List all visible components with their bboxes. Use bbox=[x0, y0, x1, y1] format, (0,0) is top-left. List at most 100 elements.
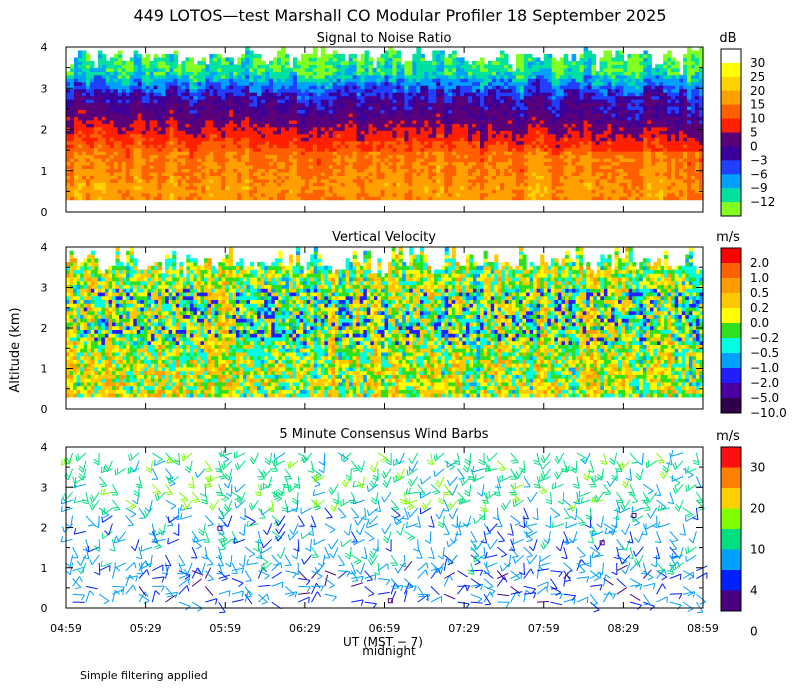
snr-cell bbox=[388, 60, 394, 65]
snr-cell bbox=[209, 175, 214, 180]
snr-cell bbox=[499, 60, 505, 65]
snr-cell bbox=[420, 57, 425, 62]
snr-cell bbox=[296, 85, 302, 90]
snr-cell bbox=[332, 88, 338, 93]
snr-cell bbox=[249, 154, 254, 159]
snr-cell bbox=[495, 182, 501, 187]
snr-cell bbox=[519, 109, 525, 114]
snr-cell bbox=[535, 71, 541, 76]
snr-cell bbox=[352, 185, 358, 190]
snr-cell bbox=[249, 57, 254, 62]
snr-cell bbox=[356, 102, 362, 107]
snr-cell bbox=[340, 112, 346, 117]
snr-cell bbox=[153, 85, 159, 90]
snr-cell bbox=[77, 164, 83, 170]
snr-cell bbox=[121, 130, 127, 135]
snr-cell bbox=[452, 119, 457, 124]
snr-cell bbox=[432, 95, 437, 100]
snr-cell bbox=[229, 130, 234, 135]
snr-cell bbox=[312, 74, 318, 79]
snr-cell bbox=[392, 109, 398, 114]
snr-cell bbox=[476, 175, 481, 180]
snr-cell bbox=[527, 158, 533, 163]
snr-cell bbox=[149, 133, 155, 138]
snr-cell bbox=[543, 109, 549, 114]
snr-cell bbox=[105, 74, 111, 79]
snr-cell bbox=[348, 74, 354, 79]
snr-cell bbox=[97, 175, 103, 180]
snr-cell bbox=[523, 105, 529, 111]
snr-cell bbox=[237, 123, 242, 128]
snr-cell bbox=[225, 105, 230, 111]
snr-cell bbox=[428, 151, 433, 156]
snr-cell bbox=[472, 175, 477, 180]
snr-cell bbox=[336, 67, 342, 72]
snr-cell bbox=[539, 147, 545, 152]
snr-cell bbox=[539, 81, 545, 86]
snr-cell bbox=[89, 189, 95, 194]
snr-cell bbox=[77, 154, 83, 159]
snr-cell bbox=[257, 105, 262, 111]
snr-cell bbox=[300, 185, 306, 190]
snr-cell bbox=[488, 185, 493, 190]
snr-cell bbox=[257, 74, 262, 79]
snr-cell bbox=[300, 119, 306, 124]
snr-cell bbox=[149, 60, 155, 65]
snr-cell bbox=[428, 182, 433, 187]
snr-cell bbox=[253, 81, 258, 86]
snr-cell bbox=[400, 126, 405, 131]
snr-cell bbox=[269, 189, 274, 194]
snr-cell bbox=[511, 112, 517, 117]
snr-cell bbox=[316, 71, 322, 76]
snr-cell bbox=[97, 147, 103, 152]
snr-cell bbox=[292, 189, 298, 194]
snr-cell bbox=[308, 57, 314, 62]
snr-cell bbox=[97, 67, 103, 72]
snr-cell bbox=[237, 57, 242, 62]
snr-cell bbox=[392, 99, 398, 104]
snr-cell bbox=[85, 109, 91, 114]
snr-cell bbox=[448, 57, 453, 62]
snr-cell bbox=[312, 133, 318, 138]
snr-cell bbox=[280, 147, 286, 152]
snr-cell bbox=[476, 171, 481, 176]
snr-cell bbox=[336, 185, 342, 190]
snr-cell bbox=[169, 67, 175, 72]
snr-cell bbox=[535, 130, 541, 135]
snr-cell bbox=[432, 119, 437, 124]
snr-cell bbox=[77, 60, 83, 65]
snr-cell bbox=[396, 81, 402, 86]
snr-cell bbox=[376, 192, 382, 197]
snr-cell bbox=[543, 105, 549, 111]
snr-cell bbox=[416, 57, 421, 62]
snr-cell bbox=[173, 119, 179, 124]
snr-cell bbox=[288, 78, 294, 83]
snr-cell bbox=[229, 67, 234, 72]
snr-cell bbox=[105, 112, 111, 117]
snr-cell bbox=[113, 158, 119, 163]
snr-cell bbox=[273, 151, 278, 156]
snr-cell bbox=[257, 140, 262, 145]
snr-cell bbox=[404, 64, 409, 69]
snr-cell bbox=[380, 74, 386, 79]
snr-cell bbox=[85, 161, 91, 166]
snr-cell bbox=[499, 178, 505, 183]
snr-cell bbox=[464, 133, 469, 138]
snr-cell bbox=[113, 109, 119, 114]
snr-cell bbox=[324, 116, 330, 121]
snr-cell bbox=[141, 133, 147, 138]
snr-cell bbox=[404, 60, 409, 65]
snr-cell bbox=[153, 185, 159, 190]
snr-cell bbox=[344, 78, 350, 83]
snr-cell bbox=[193, 88, 198, 93]
snr-cell bbox=[173, 71, 179, 76]
snr-cell bbox=[249, 102, 254, 107]
snr-cell bbox=[217, 67, 222, 72]
snr-cell bbox=[101, 147, 107, 152]
snr-cell bbox=[300, 178, 306, 183]
snr-cell bbox=[165, 109, 171, 114]
snr-cell bbox=[428, 71, 433, 76]
snr-cell bbox=[277, 74, 282, 79]
snr-cell bbox=[113, 178, 119, 183]
snr-cell bbox=[89, 196, 95, 201]
